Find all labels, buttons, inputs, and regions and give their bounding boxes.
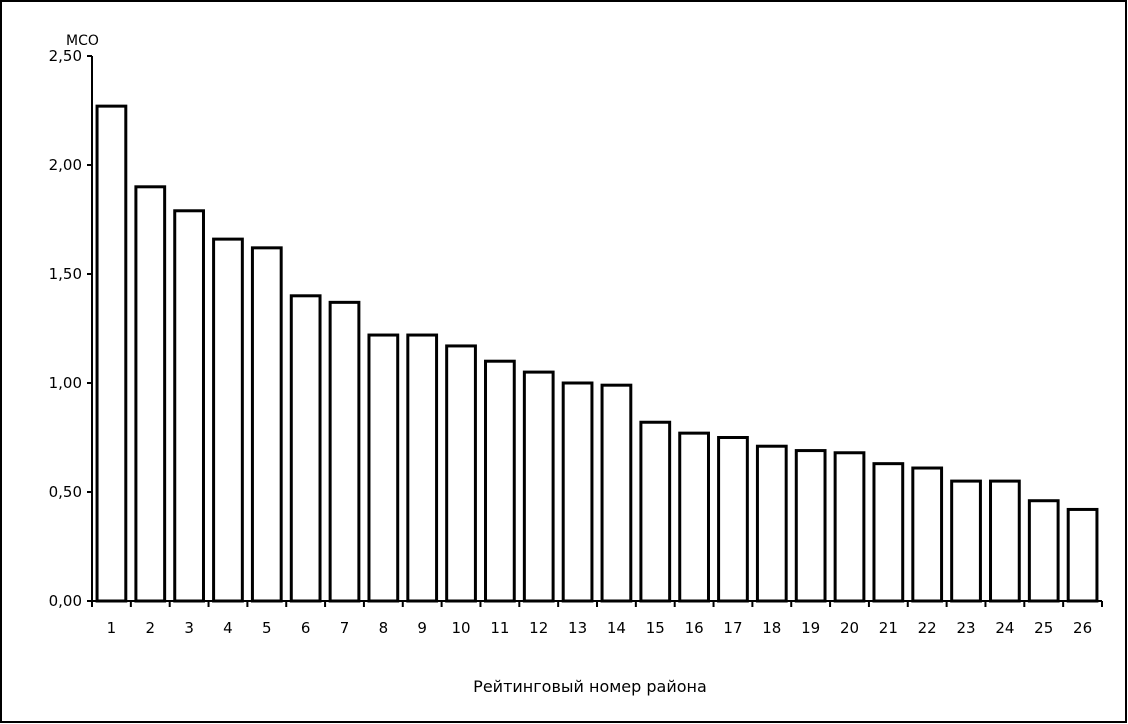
x-tick-label-1: 1 [107,619,117,637]
x-tick-label-4: 4 [223,619,233,637]
bar-8 [367,333,400,603]
y-tick-label-0: 0,00 [49,592,82,610]
x-tick-label-16: 16 [685,619,704,637]
bar-12 [522,370,555,603]
y-tick-label-4: 2,00 [49,156,82,174]
x-tick-label-26: 26 [1073,619,1092,637]
bar-17 [717,436,749,603]
bar-6 [289,294,322,603]
bar-5 [250,246,283,603]
y-axis-title: МСО [66,33,99,49]
bar-24 [989,479,1021,603]
x-tick-label-13: 13 [568,619,587,637]
bar-22 [911,466,944,603]
x-tick-label-15: 15 [646,619,665,637]
x-tick-label-12: 12 [529,619,548,637]
x-tick-label-17: 17 [723,619,742,637]
x-tick-label-18: 18 [762,619,781,637]
x-tick-label-5: 5 [262,619,272,637]
bar-18 [755,444,788,603]
bar-20 [833,451,866,603]
x-tick-label-21: 21 [879,619,898,637]
x-tick-label-11: 11 [490,619,509,637]
bar-7 [328,300,361,603]
y-tick-label-1: 0,50 [49,483,82,501]
x-tick-label-19: 19 [801,619,820,637]
y-tick-label-3: 1,50 [49,265,82,283]
bar-21 [872,462,905,603]
x-tick-label-25: 25 [1034,619,1053,637]
bar-10 [445,344,477,603]
x-tick-label-8: 8 [379,619,389,637]
x-tick-label-2: 2 [145,619,155,637]
x-tick-label-14: 14 [607,619,626,637]
x-tick-label-7: 7 [340,619,350,637]
x-tick-label-3: 3 [184,619,194,637]
labels-layer: МСО Рейтинговый номер района 0,00 0,50 1,0… [49,33,1093,696]
x-tick-label-24: 24 [995,619,1014,637]
bar-13 [561,381,594,603]
x-tick-label-20: 20 [840,619,859,637]
y-tick-label-5: 2,50 [49,47,82,65]
bar-3 [173,209,205,603]
bar-23 [950,479,982,603]
x-axis-title: Рейтинговый номер района [473,677,707,696]
bar-14 [600,383,633,603]
bar-16 [678,431,710,603]
bar-2 [134,185,167,603]
bar-26 [1066,507,1099,603]
bar-4 [212,237,244,603]
x-tick-label-9: 9 [417,619,427,637]
bar-9 [406,333,439,603]
axes-layer [87,55,1103,607]
bar-25 [1027,499,1060,603]
bars-layer [95,104,1099,603]
y-tick-label-2: 1,00 [49,374,82,392]
bar-1 [95,104,128,603]
x-tick-label-10: 10 [451,619,470,637]
bar-11 [484,359,516,603]
x-tick-label-22: 22 [918,619,937,637]
bar-15 [639,420,672,603]
x-tick-label-6: 6 [301,619,311,637]
x-tick-label-23: 23 [956,619,975,637]
bar-19 [794,449,827,603]
